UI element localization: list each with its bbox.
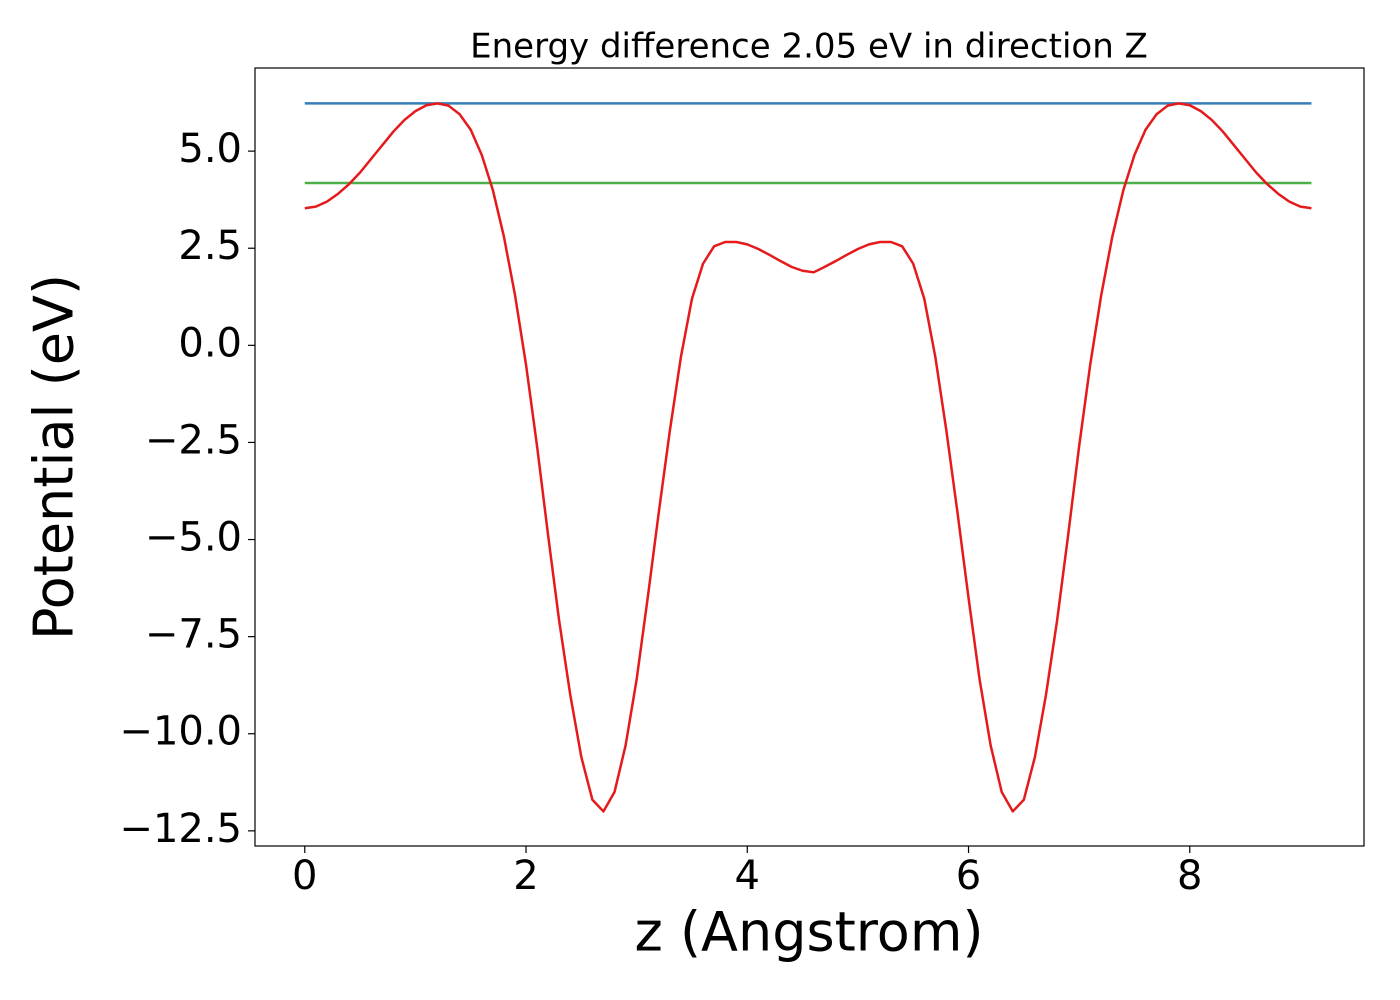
plot-frame bbox=[254, 67, 1365, 847]
x-tick-label: 4 bbox=[735, 853, 760, 899]
x-tick-label: 0 bbox=[292, 853, 317, 899]
y-tick-label: 0.0 bbox=[178, 320, 242, 366]
data-line bbox=[304, 102, 1312, 813]
x-tick-label: 6 bbox=[956, 853, 981, 899]
y-tick-label: −5.0 bbox=[145, 515, 242, 561]
y-axis-label: Potential (eV) bbox=[23, 274, 86, 640]
y-tick-label: −10.0 bbox=[119, 709, 242, 755]
y-tick-label: −7.5 bbox=[145, 612, 242, 658]
y-tick-label: 2.5 bbox=[178, 223, 242, 269]
y-tick-label: −2.5 bbox=[145, 417, 242, 463]
y-tick-label: −12.5 bbox=[119, 806, 242, 852]
x-tick-label: 8 bbox=[1177, 853, 1202, 899]
chart-title: Energy difference 2.05 eV in direction Z bbox=[470, 27, 1148, 67]
y-tick-label: 5.0 bbox=[178, 126, 242, 172]
x-tick-label: 2 bbox=[513, 853, 538, 899]
x-axis-label: z (Angstrom) bbox=[634, 901, 983, 964]
